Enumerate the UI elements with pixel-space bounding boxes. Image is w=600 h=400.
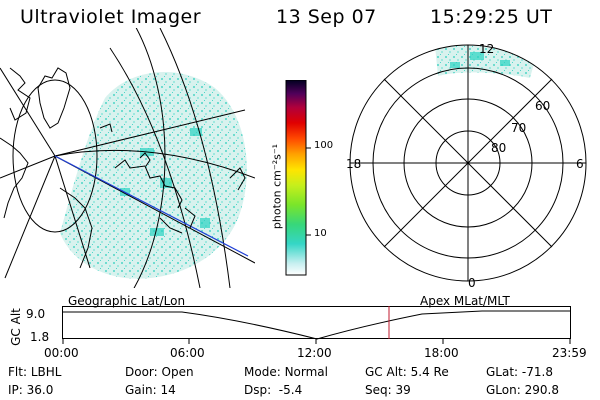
colorbar-unit-label: photon cm⁻²s⁻¹ [270,143,284,230]
glon-value: 290.8 [524,383,559,397]
status-glon: GLon: 290.8 [486,383,559,397]
status-gc-alt: GC Alt: 5.4 Re [365,365,449,379]
x-tick-1200: 12:00 [297,346,332,360]
flt-value: LBHL [30,365,62,379]
colorbar-tick-10: 10 [314,228,327,239]
mlt-label-6: 6 [576,157,584,171]
ip-value: 36.0 [26,383,54,397]
lat-label-60: 60 [535,99,551,113]
geographic-image [0,28,255,288]
y-tick-1-8: 1.8 [30,330,50,344]
time-label: 15:29:25 UT [430,6,553,28]
altitude-curve [62,310,570,340]
polar-grid [349,44,587,282]
x-tick-0000: 00:00 [44,346,79,360]
seq-value: 39 [395,383,411,397]
status-ip: IP: 36.0 [8,383,54,397]
mode-value: Normal [284,365,328,379]
lat-label-70: 70 [511,121,527,135]
glat-value: -71.8 [521,365,553,379]
mlt-label-18: 18 [346,157,362,171]
polar-plot [349,44,587,282]
status-door: Door: Open [125,365,194,379]
mlt-label-0: 0 [468,276,476,290]
status-mode: Mode: Normal [244,365,328,379]
status-dsp: Dsp: -5.4 [244,383,303,397]
instrument-title: Ultraviolet Imager [20,6,202,28]
coastlines [0,67,246,269]
timeline-left-title: Geographic Lat/Lon [68,294,186,308]
status-glat: GLat: -71.8 [486,365,553,379]
colorbar [285,80,311,276]
altitude-timeline [62,306,571,344]
colorbar-tick-100: 100 [314,140,334,151]
x-tick-0600: 06:00 [170,346,205,360]
mlt-label-12: 12 [479,42,495,56]
terminator-line [54,155,249,257]
lat-label-80: 80 [491,141,507,155]
timeline-y-label: GC Alt [9,308,23,346]
door-value: Open [161,365,194,379]
gc-alt-value: 5.4 Re [410,365,449,379]
y-tick-9: 9.0 [26,307,46,321]
gain-value: 14 [160,383,176,397]
date-label: 13 Sep 07 [276,6,377,28]
timeline-right-title: Apex MLat/MLT [420,294,510,308]
status-gain: Gain: 14 [125,383,176,397]
x-tick-1800: 18:00 [424,346,459,360]
dsp-value: -5.4 [278,383,303,397]
status-flt: Flt: LBHL [8,365,62,379]
status-seq: Seq: 39 [365,383,411,397]
x-tick-2359: 23:59 [552,346,587,360]
lat-lon-grid [0,28,255,288]
